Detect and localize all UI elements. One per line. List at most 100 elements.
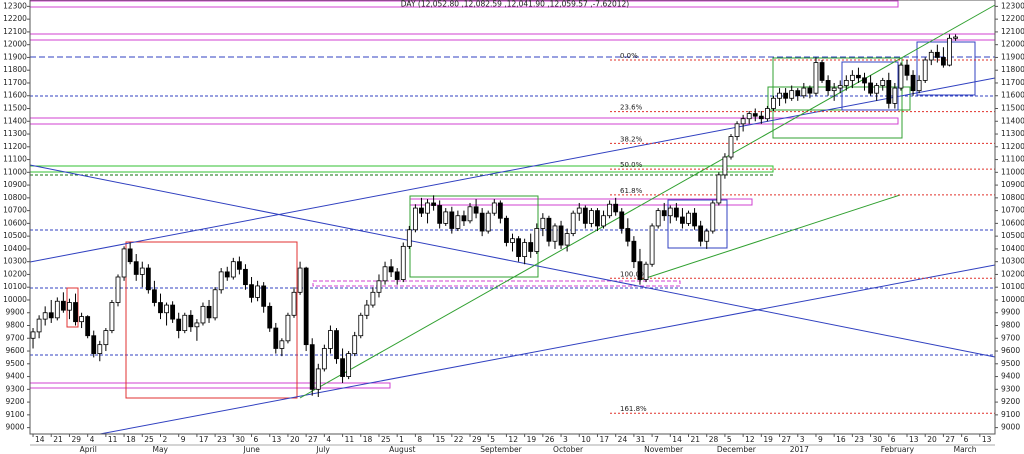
y-tick-label: 11900 <box>1001 52 1024 61</box>
y-tick-label: 10900 <box>1001 180 1024 189</box>
candle-body <box>85 316 91 337</box>
x-tick-label: 30 <box>235 435 245 444</box>
y-tick-label: 11400 <box>1001 116 1024 125</box>
month-label: August <box>389 445 415 454</box>
y-tick-label: 10700 <box>1001 206 1024 215</box>
candle-body <box>224 271 230 278</box>
candle-body <box>582 207 588 224</box>
candle-body <box>613 203 619 213</box>
x-tick-label: 13 <box>982 435 992 444</box>
y-tick-label: 11000 <box>3 167 27 176</box>
box <box>916 41 976 96</box>
candle-body <box>273 327 279 349</box>
x-tick-label: 27 <box>782 435 792 444</box>
y-tick-label: 9800 <box>1001 321 1020 330</box>
x-tick-label: 18 <box>363 435 373 444</box>
y-tick-label: 12300 <box>3 1 27 10</box>
candle-body <box>303 267 309 346</box>
x-tick-label: 13 <box>909 435 919 444</box>
candle-body <box>916 80 922 92</box>
y-tick-label: 10900 <box>3 180 27 189</box>
candle-body <box>649 225 655 265</box>
x-tick-label: 25 <box>381 435 391 444</box>
x-tick-label: 12 <box>745 435 755 444</box>
x-tick-label: 25 <box>144 435 154 444</box>
y-tick-label: 11100 <box>1001 155 1024 164</box>
candle-body <box>546 217 552 242</box>
candle-body <box>437 205 443 224</box>
y-tick-label: 9100 <box>5 410 24 419</box>
candle-body <box>255 285 260 298</box>
candle-body <box>947 37 952 66</box>
y-tick-label: 12200 <box>3 14 27 23</box>
y-tick-label: 12000 <box>1001 40 1024 49</box>
candles <box>30 34 958 397</box>
y-tick-label: 10600 <box>1001 218 1024 227</box>
candle-body <box>152 289 157 303</box>
candle-body <box>765 108 770 120</box>
candle-body <box>67 302 72 311</box>
candle-body <box>467 206 473 222</box>
y-tick-label: 10100 <box>1001 282 1024 291</box>
candle-body <box>188 314 194 328</box>
candle-body <box>315 368 321 390</box>
y-tick-label: 12100 <box>1001 27 1024 36</box>
x-tick-label: 23 <box>217 435 227 444</box>
box <box>667 199 728 249</box>
x-tick-label: 8 <box>417 435 422 444</box>
candle-body <box>540 217 546 229</box>
plot-frame <box>29 0 996 435</box>
y-tick-label: 9700 <box>5 333 24 342</box>
candle-body <box>880 80 886 86</box>
x-tick-label: 9 <box>181 435 186 444</box>
candle-body <box>601 215 606 227</box>
month-label: December <box>717 445 757 454</box>
candle-body <box>449 211 455 229</box>
candle-body <box>819 62 825 81</box>
y-tick-label: 11400 <box>3 116 27 125</box>
candle-body <box>182 314 188 332</box>
candle-body <box>145 267 151 291</box>
candle-body <box>843 80 849 86</box>
candle-body <box>388 266 394 273</box>
candle-body <box>291 291 297 316</box>
candle-body <box>340 358 345 377</box>
x-tick-label: 9 <box>818 435 823 444</box>
month-label: November <box>644 445 684 454</box>
candle-body <box>667 207 673 217</box>
candle-body <box>133 261 139 275</box>
y-tick-label: 10300 <box>1001 257 1024 266</box>
candle-body <box>922 59 928 81</box>
candle-body <box>868 82 873 94</box>
candle-body <box>170 304 176 320</box>
y-tick-label: 12100 <box>3 27 27 36</box>
candle-body <box>892 87 898 104</box>
fib-label: 161.8% <box>620 405 647 413</box>
y-tick-label: 9000 <box>5 423 24 432</box>
candle-body <box>680 216 685 224</box>
candle-body <box>42 312 48 320</box>
x-tick-label: 11 <box>345 435 355 444</box>
candle-body <box>698 225 704 242</box>
candle-body <box>419 207 424 214</box>
candle-body <box>176 318 182 332</box>
trend-line <box>639 194 901 281</box>
candle-body <box>862 77 867 84</box>
candle-body <box>795 90 801 97</box>
candle-body <box>934 51 940 58</box>
candle-body <box>364 304 370 316</box>
candle-body <box>588 210 594 224</box>
candle-body <box>121 248 127 278</box>
x-tick-label: 29 <box>71 435 81 444</box>
box <box>125 241 298 399</box>
y-tick-label: 9200 <box>5 397 24 406</box>
candle-body <box>382 266 388 282</box>
x-tick-label: 6 <box>891 435 896 444</box>
y-tick-label: 11200 <box>1001 142 1024 151</box>
x-tick-label: 6 <box>964 435 969 444</box>
candle-body <box>91 335 97 354</box>
month-label: April <box>80 445 97 454</box>
candle-body <box>212 289 218 319</box>
candle-body <box>904 64 910 76</box>
candle-body <box>158 302 163 314</box>
